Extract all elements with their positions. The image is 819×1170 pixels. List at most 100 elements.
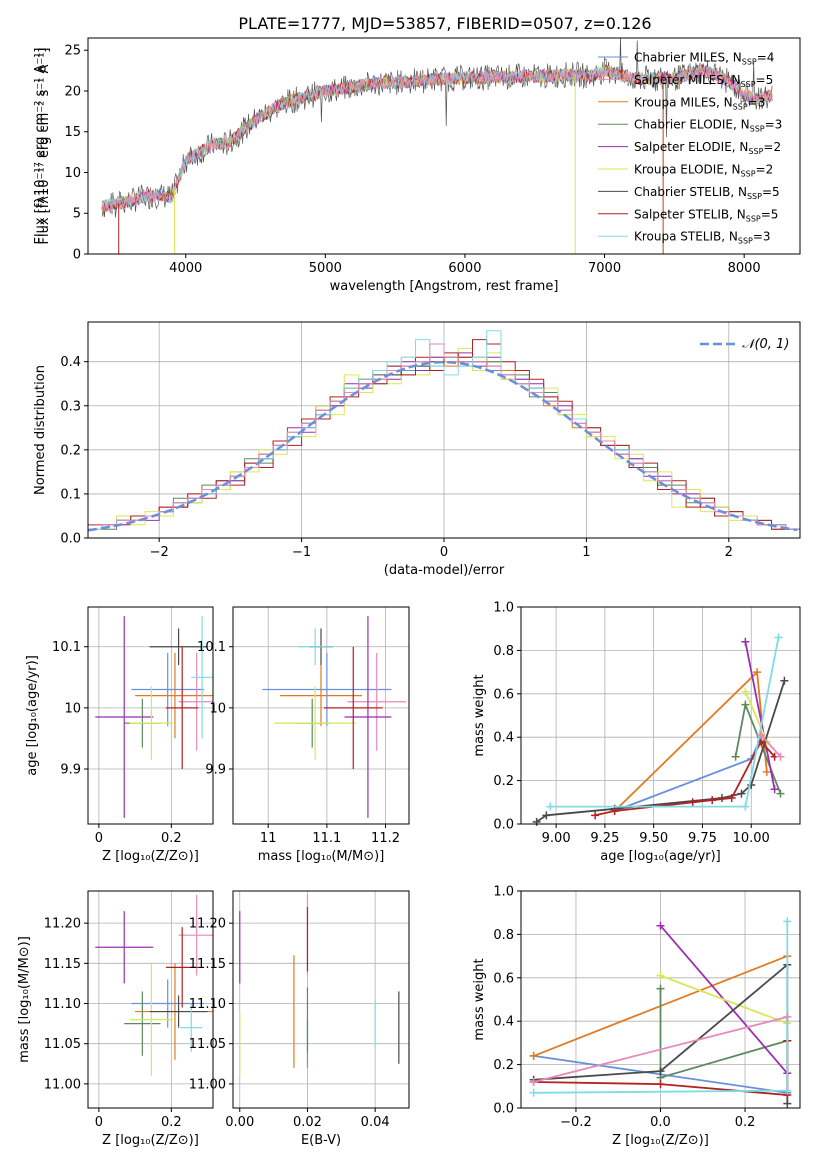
weight-series-marker: [762, 767, 771, 776]
weight-series-line: [760, 734, 782, 758]
mass-weight-vs-metallicity-panel: −0.2 0.0 0.2 0.0 0.2 0.4 0.6 0.8 1.0 Z [log₁₀(Z/Z…: [472, 885, 801, 1148]
y-tick-label: 9.9: [60, 762, 81, 777]
weight-series-marker: [656, 984, 665, 993]
x-tick-label: 8000: [728, 261, 761, 276]
legend-label: Salpeter ELODIE, NSSP=2: [634, 140, 781, 156]
weight-series-line: [660, 974, 788, 1025]
weight-series-line: [744, 691, 768, 742]
weight-series-marker: [656, 921, 665, 930]
weight-series-marker: [688, 798, 697, 807]
mass-weight-vs-age-panel: 9.00 9.25 9.50 9.75 10.00 0.0 0.2 0.4 0.6 0.8 1.0 a…: [472, 601, 801, 864]
x-tick-label: 10.00: [733, 831, 770, 846]
y-axis-label: mass weight: [472, 674, 487, 756]
legend-label: 𝒩(0, 1): [742, 337, 789, 352]
x-axis-label: (data-model)/error: [384, 563, 505, 578]
spectrum-y-label: Flux [fλ10⁻¹⁷ erg cm⁻² s⁻¹ A⁻¹]: [37, 48, 52, 245]
plot-frame: [87, 890, 214, 1109]
y-tick-label: 11.20: [44, 917, 81, 932]
plot-frame: [232, 890, 410, 1109]
weight-series-marker: [783, 1012, 792, 1021]
errorbar-point: [135, 652, 213, 739]
plot-frame: [87, 606, 214, 825]
plot-frame: [87, 37, 801, 255]
y-tick-label: 0.0: [493, 1102, 514, 1117]
weight-series-marker: [737, 789, 746, 798]
spectrum-lines: [101, 38, 773, 254]
weight-series-marker: [753, 668, 762, 677]
x-tick-label: 0.2: [735, 1115, 756, 1130]
legend-label: Chabrier MILES, NSSP=4: [634, 51, 774, 67]
y-tick-label: 10: [209, 701, 226, 716]
y-axis-label: age [log₁₀(age/yr)]: [25, 655, 40, 776]
x-tick-label: −2: [150, 545, 169, 560]
y-tick-label: 0.1: [60, 487, 81, 502]
weight-series-marker: [529, 1088, 538, 1097]
x-axis-label: Z [log₁₀(Z/Z⊙)]: [612, 1133, 709, 1148]
errorbar-point: [344, 616, 392, 818]
weight-series: [741, 637, 779, 794]
x-tick-label: 5000: [309, 261, 342, 276]
weight-series-marker: [656, 1067, 665, 1076]
weight-series-marker: [747, 780, 756, 789]
x-tick-label: 11.2: [371, 831, 400, 846]
x-axis-label: E(B-V): [301, 1133, 341, 1148]
errorbar-point: [178, 895, 213, 976]
weight-series-marker: [731, 752, 740, 761]
y-tick-label: 5: [73, 207, 81, 222]
weight-series: [532, 676, 789, 826]
errorbar-point: [165, 646, 199, 769]
x-tick-label: 0.2: [161, 831, 182, 846]
normal-distribution-curve: [88, 360, 798, 532]
weight-series: [529, 1012, 792, 1086]
x-tick-label: 0.2: [161, 1115, 182, 1130]
y-axis-label: mass weight: [472, 958, 487, 1040]
errorbar-point: [323, 646, 383, 769]
x-tick-label: 2: [725, 545, 733, 560]
plot-frame: [520, 606, 801, 825]
weight-series: [529, 917, 792, 1097]
y-tick-label: 0.4: [493, 731, 514, 746]
weight-series-line: [533, 1016, 788, 1083]
errorbar-point: [124, 991, 161, 1056]
y-tick-label: 0.8: [493, 928, 514, 943]
y-tick-label: 11.10: [44, 997, 81, 1012]
plot-frame: [232, 606, 410, 825]
weight-series-marker: [774, 633, 783, 642]
errorbar-point: [191, 616, 213, 739]
weight-series-marker: [783, 1099, 792, 1108]
x-tick-label: 0.00: [225, 1115, 254, 1130]
x-tick-label: 0: [440, 545, 448, 560]
errorbar-point: [262, 652, 392, 727]
y-axis-label: mass [log₁₀(M/M⊙)]: [17, 936, 32, 1063]
legend-label: Chabrier ELODIE, NSSP=3: [634, 118, 782, 134]
weight-series-marker: [741, 700, 750, 709]
y-tick-label: 0.0: [493, 818, 514, 833]
errorbar-point: [279, 665, 363, 727]
x-tick-label: 9.00: [542, 831, 571, 846]
errorbar-point: [149, 628, 208, 666]
x-tick-label: −1: [292, 545, 311, 560]
histogram-steps: [88, 330, 800, 538]
mass-vs-metallicity-panel: 0 0.2 11.00 11.05 11.10 11.15 11.20 Z [log₁₀(Z/…: [17, 890, 214, 1148]
y-tick-label: 0.4: [60, 355, 81, 370]
weight-series-marker: [529, 1051, 538, 1060]
y-tick-label: 0.6: [493, 687, 514, 702]
y-tick-label: 10.1: [52, 640, 81, 655]
weight-series-line: [744, 641, 776, 790]
y-tick-label: 1.0: [493, 885, 514, 900]
weight-series-marker: [529, 1077, 538, 1086]
mass-vs-ebv-panel: 0.00 0.02 0.04 11.00 11.05 11.10 11.15 11.20 E(B…: [189, 890, 410, 1148]
weight-series-marker: [727, 793, 736, 802]
weight-series-marker: [780, 676, 789, 685]
errorbar-point: [95, 616, 154, 818]
weight-series-marker: [770, 785, 779, 794]
errorbar-point: [274, 686, 357, 760]
x-tick-label: 0.02: [293, 1115, 322, 1130]
weight-series-marker: [546, 802, 555, 811]
errorbar-point: [149, 995, 208, 1028]
y-tick-label: 0.3: [60, 399, 81, 414]
x-axis-label: age [log₁₀(age/yr)]: [600, 849, 721, 864]
y-tick-label: 10: [64, 166, 81, 181]
legend-label: Kroupa MILES, NSSP=3: [634, 95, 765, 111]
weight-series-marker: [741, 802, 750, 811]
